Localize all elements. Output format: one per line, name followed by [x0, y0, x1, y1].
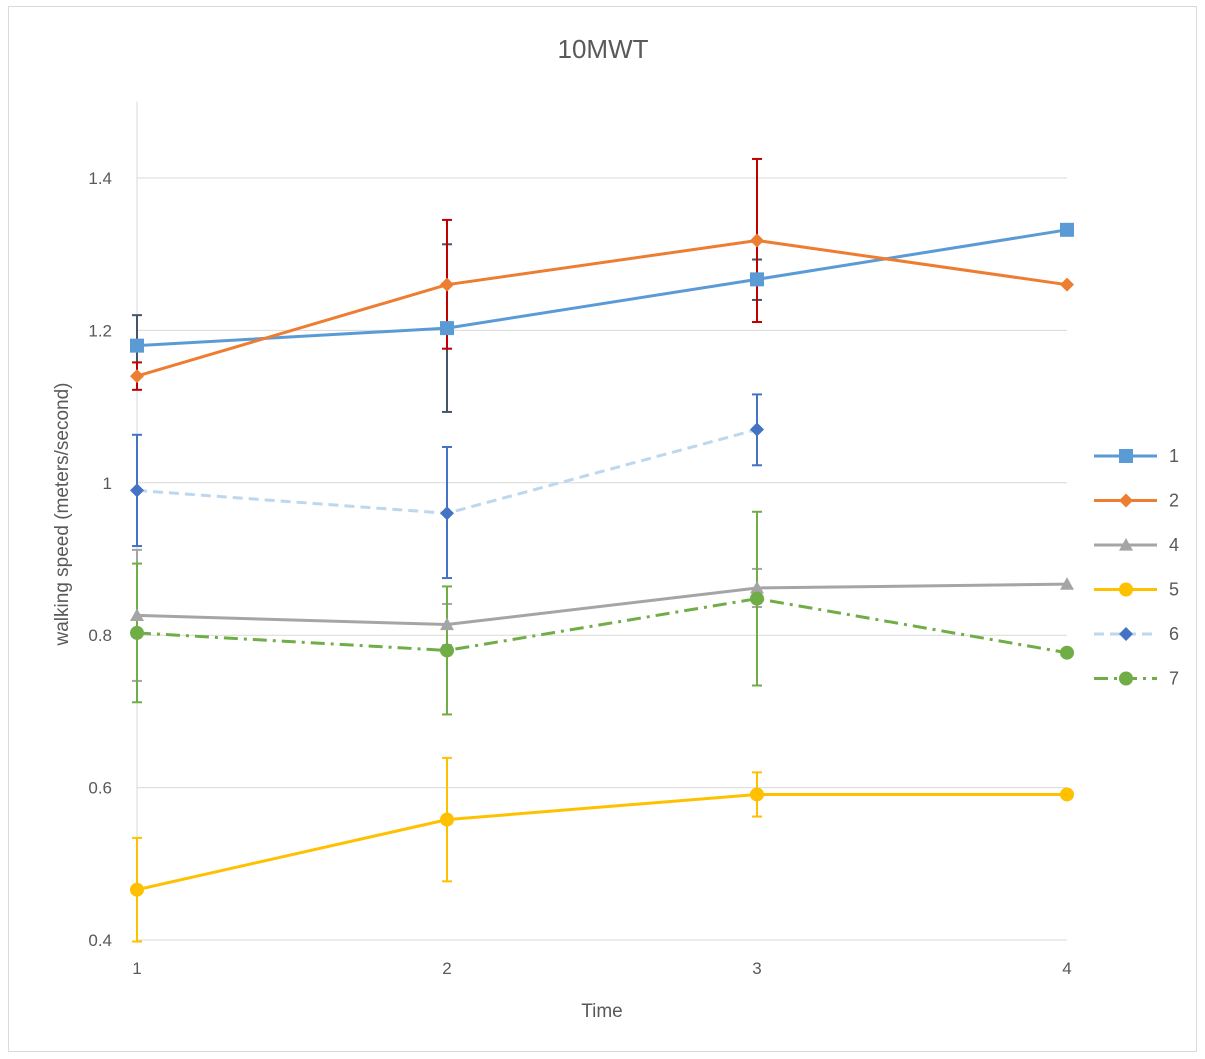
series-line-7 — [136, 597, 1068, 655]
data-point-1 — [750, 272, 764, 287]
data-point-5 — [130, 882, 144, 897]
y-tick-label: 0.6 — [88, 779, 112, 798]
legend-marker-4 — [1119, 538, 1133, 551]
chart-title: 10MWT — [558, 34, 649, 64]
legend-label-5: 5 — [1169, 580, 1179, 600]
legend-marker-7 — [1119, 671, 1133, 686]
y-tick-label: 0.4 — [88, 931, 112, 950]
x-axis-label: Time — [581, 1001, 623, 1022]
legend-marker-1 — [1119, 449, 1133, 463]
y-tick-label: 1.2 — [88, 321, 112, 340]
series-line-2 — [136, 238, 1068, 378]
legend-label-6: 6 — [1169, 624, 1179, 644]
series-line-5 — [136, 792, 1067, 892]
series — [130, 222, 1074, 897]
data-point-7 — [130, 625, 144, 640]
legend-label-1: 1 — [1169, 446, 1179, 466]
data-point-2 — [130, 369, 144, 384]
chart-frame — [8, 6, 1197, 1052]
data-point-7 — [1060, 645, 1074, 660]
grid — [137, 177, 1067, 789]
data-point-7 — [750, 591, 764, 606]
data-point-2 — [750, 233, 764, 248]
series-line-1 — [136, 228, 1068, 348]
data-point-6 — [750, 422, 764, 437]
data-point-1 — [1060, 222, 1074, 237]
data-point-6 — [130, 483, 144, 498]
data-point-6 — [440, 506, 454, 521]
data-point-5 — [750, 787, 764, 802]
data-point-5 — [440, 812, 454, 827]
data-point-4 — [130, 608, 144, 621]
data-point-1 — [130, 338, 144, 353]
x-tick-label: 2 — [442, 959, 451, 978]
legend-label-7: 7 — [1169, 669, 1179, 689]
series-line-4 — [136, 582, 1068, 627]
legend-marker-5 — [1119, 582, 1133, 597]
data-point-5 — [1060, 787, 1074, 802]
axes — [136, 101, 1067, 941]
y-tick-label: 1.4 — [88, 169, 112, 188]
legend-label-4: 4 — [1169, 535, 1179, 555]
x-tick-label: 1 — [132, 959, 141, 978]
data-point-4 — [440, 617, 454, 631]
x-tick-label: 4 — [1062, 959, 1071, 978]
legend-marker-6 — [1119, 627, 1133, 641]
y-tick-label: 1 — [103, 474, 112, 493]
tick-labels: 0.4 0.6 0.8 1 1.2 1.4 1 2 3 4 — [88, 169, 1071, 978]
data-point-7 — [440, 643, 454, 658]
data-point-2 — [440, 277, 454, 292]
data-point-2 — [1060, 277, 1074, 292]
x-tick-label: 3 — [752, 959, 761, 978]
y-tick-label: 0.8 — [88, 626, 112, 645]
y-axis-label: walking speed (meters/second) — [52, 383, 73, 647]
data-point-1 — [440, 321, 454, 336]
data-point-4 — [750, 580, 764, 594]
legend-marker-2 — [1119, 493, 1133, 508]
legend: 1 2 4 5 6 7 — [1094, 446, 1179, 689]
legend-label-2: 2 — [1169, 491, 1179, 511]
data-point-4 — [1060, 577, 1074, 590]
